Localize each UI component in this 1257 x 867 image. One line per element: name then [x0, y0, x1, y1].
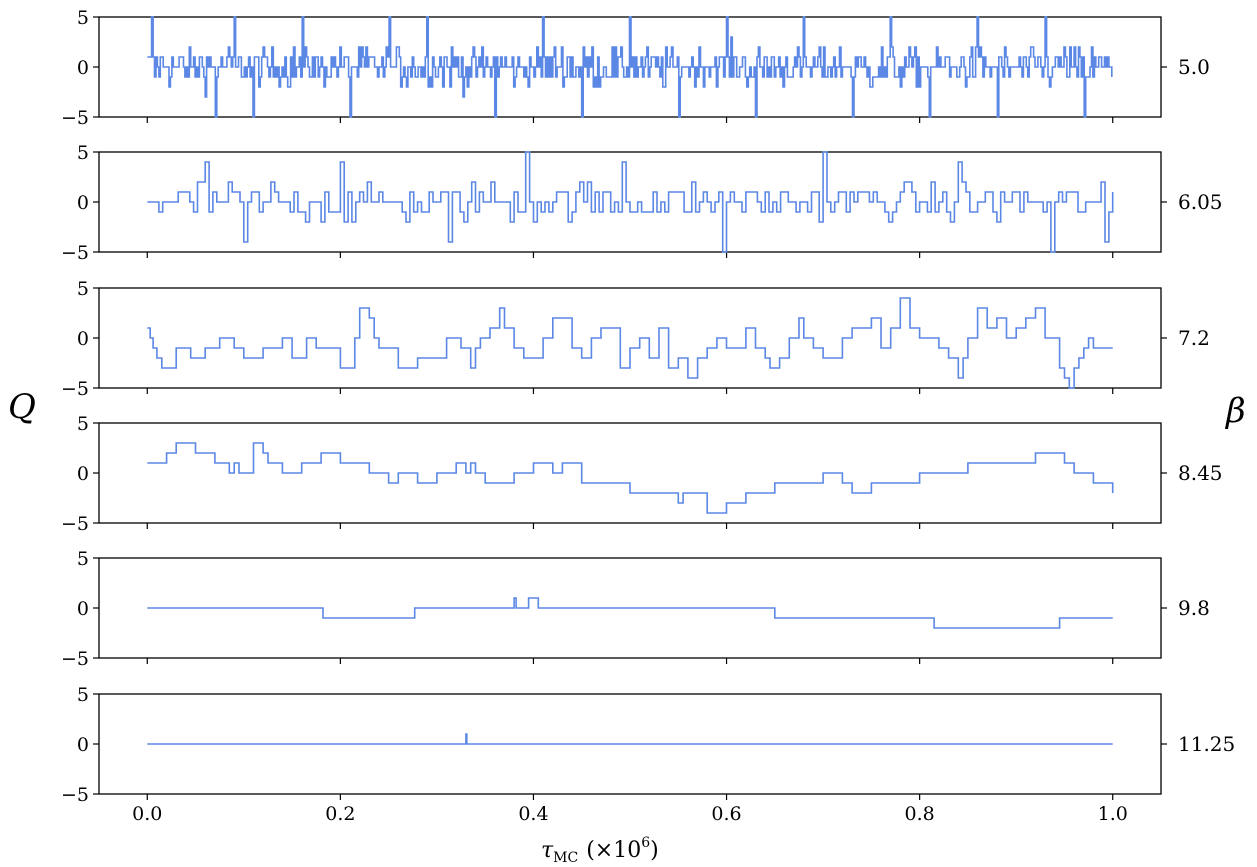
y-tick-label: −5 — [61, 784, 89, 806]
y-tick-label: −5 — [61, 378, 89, 400]
beta-label: 6.05 — [1178, 190, 1223, 214]
beta-label: 8.45 — [1178, 461, 1223, 485]
panel-6: 5 0 −5 11.25 — [61, 684, 1235, 806]
y-tick-label: −5 — [61, 107, 89, 129]
y-tick-label: −5 — [61, 242, 89, 264]
y-axis-label-q: Q — [8, 387, 36, 427]
beta-label: 9.8 — [1178, 596, 1210, 620]
panel-1: 5 0 −5 5.0 — [61, 7, 1210, 129]
q-trace — [147, 16, 1113, 118]
y-tick-label: 5 — [77, 684, 89, 706]
y-axis-label-beta: β — [1224, 391, 1246, 431]
x-tick-label: 0.6 — [711, 803, 741, 825]
q-trace — [147, 442, 1114, 514]
y-tick-label: 0 — [77, 463, 89, 485]
y-tick-label: 0 — [77, 734, 89, 756]
y-tick-label: 0 — [77, 328, 89, 350]
x-axis-label-unit-suffix: ) — [650, 838, 659, 863]
y-tick-label: 5 — [77, 142, 89, 164]
q-trace — [147, 151, 1114, 253]
q-trace — [147, 733, 1113, 745]
x-tick-label: 1.0 — [1098, 803, 1128, 825]
y-tick-label: 5 — [77, 7, 89, 29]
q-trace — [147, 597, 1113, 629]
y-tick-label: 0 — [77, 598, 89, 620]
beta-label: 11.25 — [1178, 732, 1235, 756]
y-tick-label: −5 — [61, 513, 89, 535]
x-axis-label-symbol: τ — [541, 838, 554, 863]
panel-frame — [98, 287, 1162, 389]
panels-group: 5 0 −5 5.0 5 0 −5 6.05 5 0 −5 7.2 5 0 −5 8.45 5 0 −5 9.8 5 0 −… — [61, 7, 1235, 825]
x-tick-label: 0.4 — [518, 803, 548, 825]
beta-label: 7.2 — [1178, 326, 1210, 350]
y-tick-label: 0 — [77, 192, 89, 214]
panel-5: 5 0 −5 9.8 — [61, 548, 1210, 670]
y-tick-label: 0 — [77, 57, 89, 79]
x-tick-label: 0.0 — [132, 803, 162, 825]
x-tick-label: 0.2 — [325, 803, 355, 825]
panel-3: 5 0 −5 7.2 — [61, 278, 1210, 400]
panel-2: 5 0 −5 6.05 — [61, 142, 1223, 264]
q-trace — [147, 297, 1113, 389]
x-axis-label-unit-prefix: (×10 — [586, 838, 641, 863]
y-tick-label: 5 — [77, 278, 89, 300]
x-axis-label-exponent: 6 — [641, 835, 650, 851]
panel-4: 5 0 −5 8.45 — [61, 413, 1223, 535]
y-tick-label: −5 — [61, 648, 89, 670]
y-tick-label: 5 — [77, 548, 89, 570]
x-axis-label: τMC (×106) — [541, 835, 659, 866]
x-axis-label-subscript: MC — [553, 850, 578, 866]
x-tick-label: 0.8 — [905, 803, 935, 825]
panel-frame — [98, 422, 1162, 524]
y-tick-label: 5 — [77, 413, 89, 435]
beta-label: 5.0 — [1178, 55, 1210, 79]
